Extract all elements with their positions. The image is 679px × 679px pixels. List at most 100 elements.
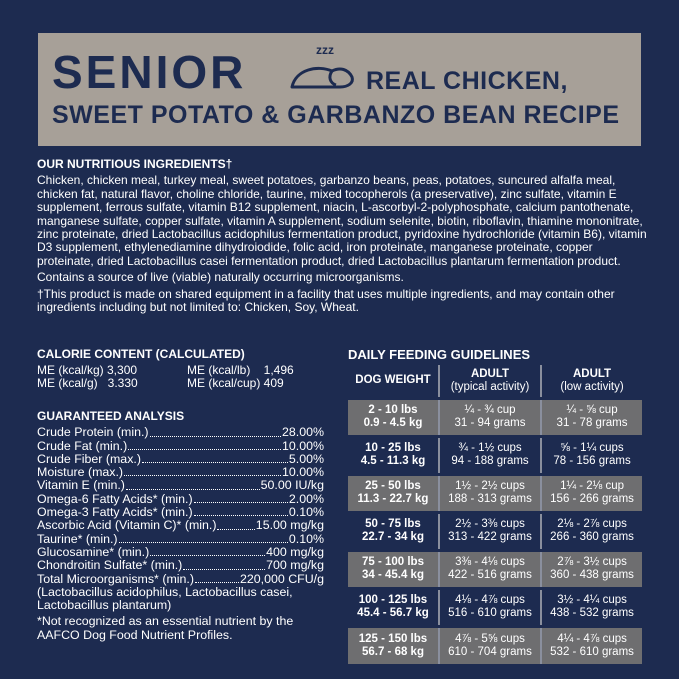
nutrient-label: Crude Fat (min.) xyxy=(37,438,128,453)
dog-weight-cell: 2 - 10 lbs 0.9 - 4.5 kg xyxy=(348,396,439,436)
amount-cell: 2⅛ - 2⅞ cups 266 - 360 grams xyxy=(540,510,642,550)
nutrient-label: Total Microorganisms* (min.) xyxy=(37,571,194,586)
amount-cell: ¼ - ⅝ cup 31 - 78 grams xyxy=(540,396,642,436)
dog-weight-cell: 50 - 75 lbs 22.7 - 34 kg xyxy=(348,510,439,550)
calorie-heading: CALORIE CONTENT (CALCULATED) xyxy=(37,347,245,361)
dog-weight-cell: 125 - 150 lbs 56.7 - 68 kg xyxy=(348,624,439,664)
amount-cell: 3½ - 4¼ cups 438 - 532 grams xyxy=(540,586,642,626)
nutrient-value: 15.00 mg/kg xyxy=(255,518,324,533)
allergen-note: †This product is made on shared equipmen… xyxy=(37,286,615,315)
ingredients-section: OUR NUTRITIOUS INGREDIENTS† Chicken, chi… xyxy=(37,157,647,317)
microorganisms-note: Contains a source of live (viable) natur… xyxy=(37,270,404,285)
dog-weight-cell: 25 - 50 lbs 11.3 - 22.7 kg xyxy=(348,472,439,512)
analysis-row: Glucosamine* (min.) 400 mg/kg xyxy=(37,544,324,559)
dog-weight-cell: 75 - 100 lbs 34 - 45.4 kg xyxy=(348,548,439,588)
leader-dots xyxy=(193,493,288,504)
column-header: ADULT (low activity) xyxy=(540,365,642,398)
feeding-heading: DAILY FEEDING GUIDELINES xyxy=(348,347,531,362)
nutrient-label: Crude Protein (min.) xyxy=(37,425,149,440)
analysis-row: Omega-3 Fatty Acids* (min.) 0.10% xyxy=(37,505,324,520)
nutrient-value: 0.10% xyxy=(288,531,324,546)
analysis-row: Ascorbic Acid (Vitamin C)* (min.) 15.00 m… xyxy=(37,518,324,533)
nutrient-value: 0.10% xyxy=(288,505,324,520)
amount-cell: 1¼ - 2⅛ cup 156 - 266 grams xyxy=(540,472,642,512)
analysis-row: Taurine* (min.) 0.10% xyxy=(37,531,324,546)
leader-dots xyxy=(193,506,288,517)
nutrient-label: Omega-6 Fatty Acids* (min.) xyxy=(37,491,193,506)
leader-dots xyxy=(128,440,281,450)
table-row: 10 - 25 lbs 4.5 - 11.3 kg ¾ - 1½ cups 94 - … xyxy=(348,434,642,474)
amount-cell: ¾ - 1½ cups 94 - 188 grams xyxy=(437,434,542,474)
aafco-footnote: *Not recognized as an essential nutrient… xyxy=(37,614,294,642)
analysis-row: Crude Protein (min.) 28.00% xyxy=(37,425,324,440)
analysis-row: Crude Fat (min.) 10.00% xyxy=(37,438,324,453)
leader-dots xyxy=(124,466,281,477)
analysis-heading: GUARANTEED ANALYSIS xyxy=(37,409,185,423)
table-row: 50 - 75 lbs 22.7 - 34 kg 2½ - 3⅜ cups 313 -… xyxy=(348,510,642,550)
nutrient-value: 10.00% xyxy=(281,465,324,480)
column-header: ADULT (typical activity) xyxy=(437,365,542,398)
amount-cell: 4¼ - 4⅞ cups 532 - 610 grams xyxy=(540,624,642,664)
microorganisms-list: (Lactobacillus acidophilus, Lactobacillu… xyxy=(37,584,293,613)
amount-cell: 1½ - 2½ cups 188 - 313 grams xyxy=(437,472,542,512)
nutrient-value: 2.00% xyxy=(288,491,324,506)
product-title: SENIOR xyxy=(52,46,247,98)
nutrient-label: Chondroitin Sulfate* (min.) xyxy=(37,558,183,573)
nutrient-label: Glucosamine* (min.) xyxy=(37,544,150,559)
table-row: 2 - 10 lbs 0.9 - 4.5 kg ¼ - ¾ cup 31 - 94 g… xyxy=(348,396,642,436)
nutrient-label: Omega-3 Fatty Acids* (min.) xyxy=(37,505,193,520)
guaranteed-analysis: GUARANTEED ANALYSIS Crude Protein (min.)… xyxy=(37,409,324,642)
subtitle-line1: REAL CHICKEN, xyxy=(366,67,568,95)
analysis-row: Omega-6 Fatty Acids* (min.) 2.00% xyxy=(37,491,324,506)
table-row: 100 - 125 lbs 45.4 - 56.7 kg 4⅛ - 4⅞ cups 5… xyxy=(348,586,642,626)
title-band: SENIOR zzz REAL CHICKEN, SWEET POTATO & … xyxy=(38,33,641,146)
table-row: 75 - 100 lbs 34 - 45.4 kg 3⅜ - 4⅛ cups 422 … xyxy=(348,548,642,588)
subtitle-line2: SWEET POTATO & GARBANZO BEAN RECIPE xyxy=(52,101,620,129)
leader-dots xyxy=(150,546,266,557)
nutrient-label: Moisture (max.) xyxy=(37,465,124,480)
leader-dots xyxy=(118,533,288,543)
calorie-item: ME (kcal/cup) 409 xyxy=(187,376,284,390)
nutrient-label: Crude Fiber (max.) xyxy=(37,451,141,466)
amount-cell: ¼ - ¾ cup 31 - 94 grams xyxy=(437,396,542,436)
analysis-row: Total Microorganisms* (min.) 220,000 CFU/… xyxy=(37,571,324,586)
nutrient-value: 400 mg/kg xyxy=(266,544,324,559)
calorie-item: ME (kcal/g) 3.330 xyxy=(37,376,138,390)
table-row: 25 - 50 lbs 11.3 - 22.7 kg 1½ - 2½ cups 188… xyxy=(348,472,642,512)
leader-dots xyxy=(183,559,266,570)
amount-cell: 3⅜ - 4⅛ cups 422 - 516 grams xyxy=(437,548,542,588)
amount-cell: 4⅛ - 4⅞ cups 516 - 610 grams xyxy=(437,586,542,626)
sleeping-dog-icon xyxy=(290,66,354,89)
feeding-table: DOG WEIGHT ADULT (typical activity) ADULT… xyxy=(348,365,642,664)
amount-cell: ⅝ - 1¼ cups 78 - 156 grams xyxy=(540,434,642,474)
table-row: 125 - 150 lbs 56.7 - 68 kg 4⅞ - 5⅝ cups 610… xyxy=(348,624,642,664)
nutrient-value: 220,000 CFU/g xyxy=(239,571,324,586)
analysis-row: Vitamin E (min.) 50.00 IU/kg xyxy=(37,478,324,493)
ingredients-heading: OUR NUTRITIOUS INGREDIENTS† xyxy=(37,157,233,171)
nutrient-label: Ascorbic Acid (Vitamin C)* (min.) xyxy=(37,518,217,533)
amount-cell: 2⅞ - 3½ cups 360 - 438 grams xyxy=(540,548,642,588)
nutrient-value: 50.00 IU/kg xyxy=(260,478,324,493)
dog-weight-cell: 100 - 125 lbs 45.4 - 56.7 kg xyxy=(348,586,439,626)
nutrient-value: 5.00% xyxy=(288,451,324,466)
nutrient-label: Vitamin E (min.) xyxy=(37,478,125,493)
calorie-item: ME (kcal/kg) 3,300 xyxy=(37,363,138,377)
dog-weight-cell: 10 - 25 lbs 4.5 - 11.3 kg xyxy=(348,434,439,474)
calorie-item: ME (kcal/lb) 1,496 xyxy=(187,363,294,377)
leader-dots xyxy=(149,426,281,437)
leader-dots xyxy=(141,453,288,464)
nutrient-label: Taurine* (min.) xyxy=(37,531,118,546)
leader-dots xyxy=(217,519,255,530)
leader-dots xyxy=(194,573,239,583)
calorie-section: CALORIE CONTENT (CALCULATED) ME (kcal/kg… xyxy=(37,348,322,390)
amount-cell: 4⅞ - 5⅝ cups 610 - 704 grams xyxy=(437,624,542,664)
feeding-guidelines: DAILY FEEDING GUIDELINES DOG WEIGHT ADUL… xyxy=(348,347,642,664)
nutrient-value: 28.00% xyxy=(281,425,324,440)
column-header: DOG WEIGHT xyxy=(355,374,431,387)
leader-dots xyxy=(125,479,260,490)
analysis-row: Chondroitin Sulfate* (min.) 700 mg/kg xyxy=(37,558,324,573)
nutrient-value: 700 mg/kg xyxy=(266,558,324,573)
sleep-zz: zzz xyxy=(316,43,334,57)
nutrient-value: 10.00% xyxy=(281,438,324,453)
ingredients-text: Chicken, chicken meal, turkey meal, swee… xyxy=(37,173,647,268)
